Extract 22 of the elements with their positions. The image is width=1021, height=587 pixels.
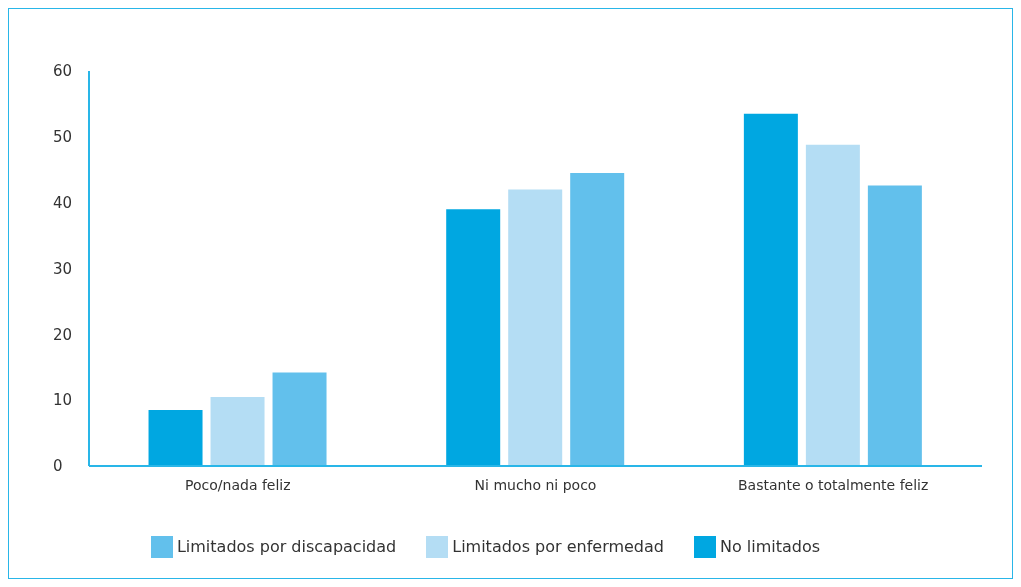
bar bbox=[446, 209, 501, 466]
x-tick-label: Poco/nada feliz bbox=[185, 476, 291, 493]
bar bbox=[743, 113, 798, 466]
bar bbox=[210, 396, 265, 466]
bar bbox=[867, 185, 922, 466]
y-tick-label: 30 bbox=[53, 259, 73, 278]
legend-label: Limitados por enfermedad bbox=[452, 536, 664, 556]
y-tick-label: 40 bbox=[53, 193, 73, 212]
bar bbox=[272, 372, 327, 466]
y-tick-label: 50 bbox=[53, 128, 73, 147]
y-tick-label: 20 bbox=[53, 325, 73, 344]
bar bbox=[148, 410, 203, 466]
legend-label: No limitados bbox=[719, 536, 821, 556]
bar bbox=[805, 144, 860, 466]
y-tick-label: 60 bbox=[53, 62, 73, 81]
bar bbox=[570, 173, 625, 466]
y-tick-label: 10 bbox=[53, 391, 73, 410]
legend-label: Limitados por discapacidad bbox=[176, 536, 397, 556]
y-tick-label: 0 bbox=[53, 457, 63, 476]
bar bbox=[508, 189, 563, 466]
x-tick-label: Bastante o totalmente feliz bbox=[737, 476, 929, 493]
x-tick-label: Ni mucho ni poco bbox=[474, 476, 597, 493]
